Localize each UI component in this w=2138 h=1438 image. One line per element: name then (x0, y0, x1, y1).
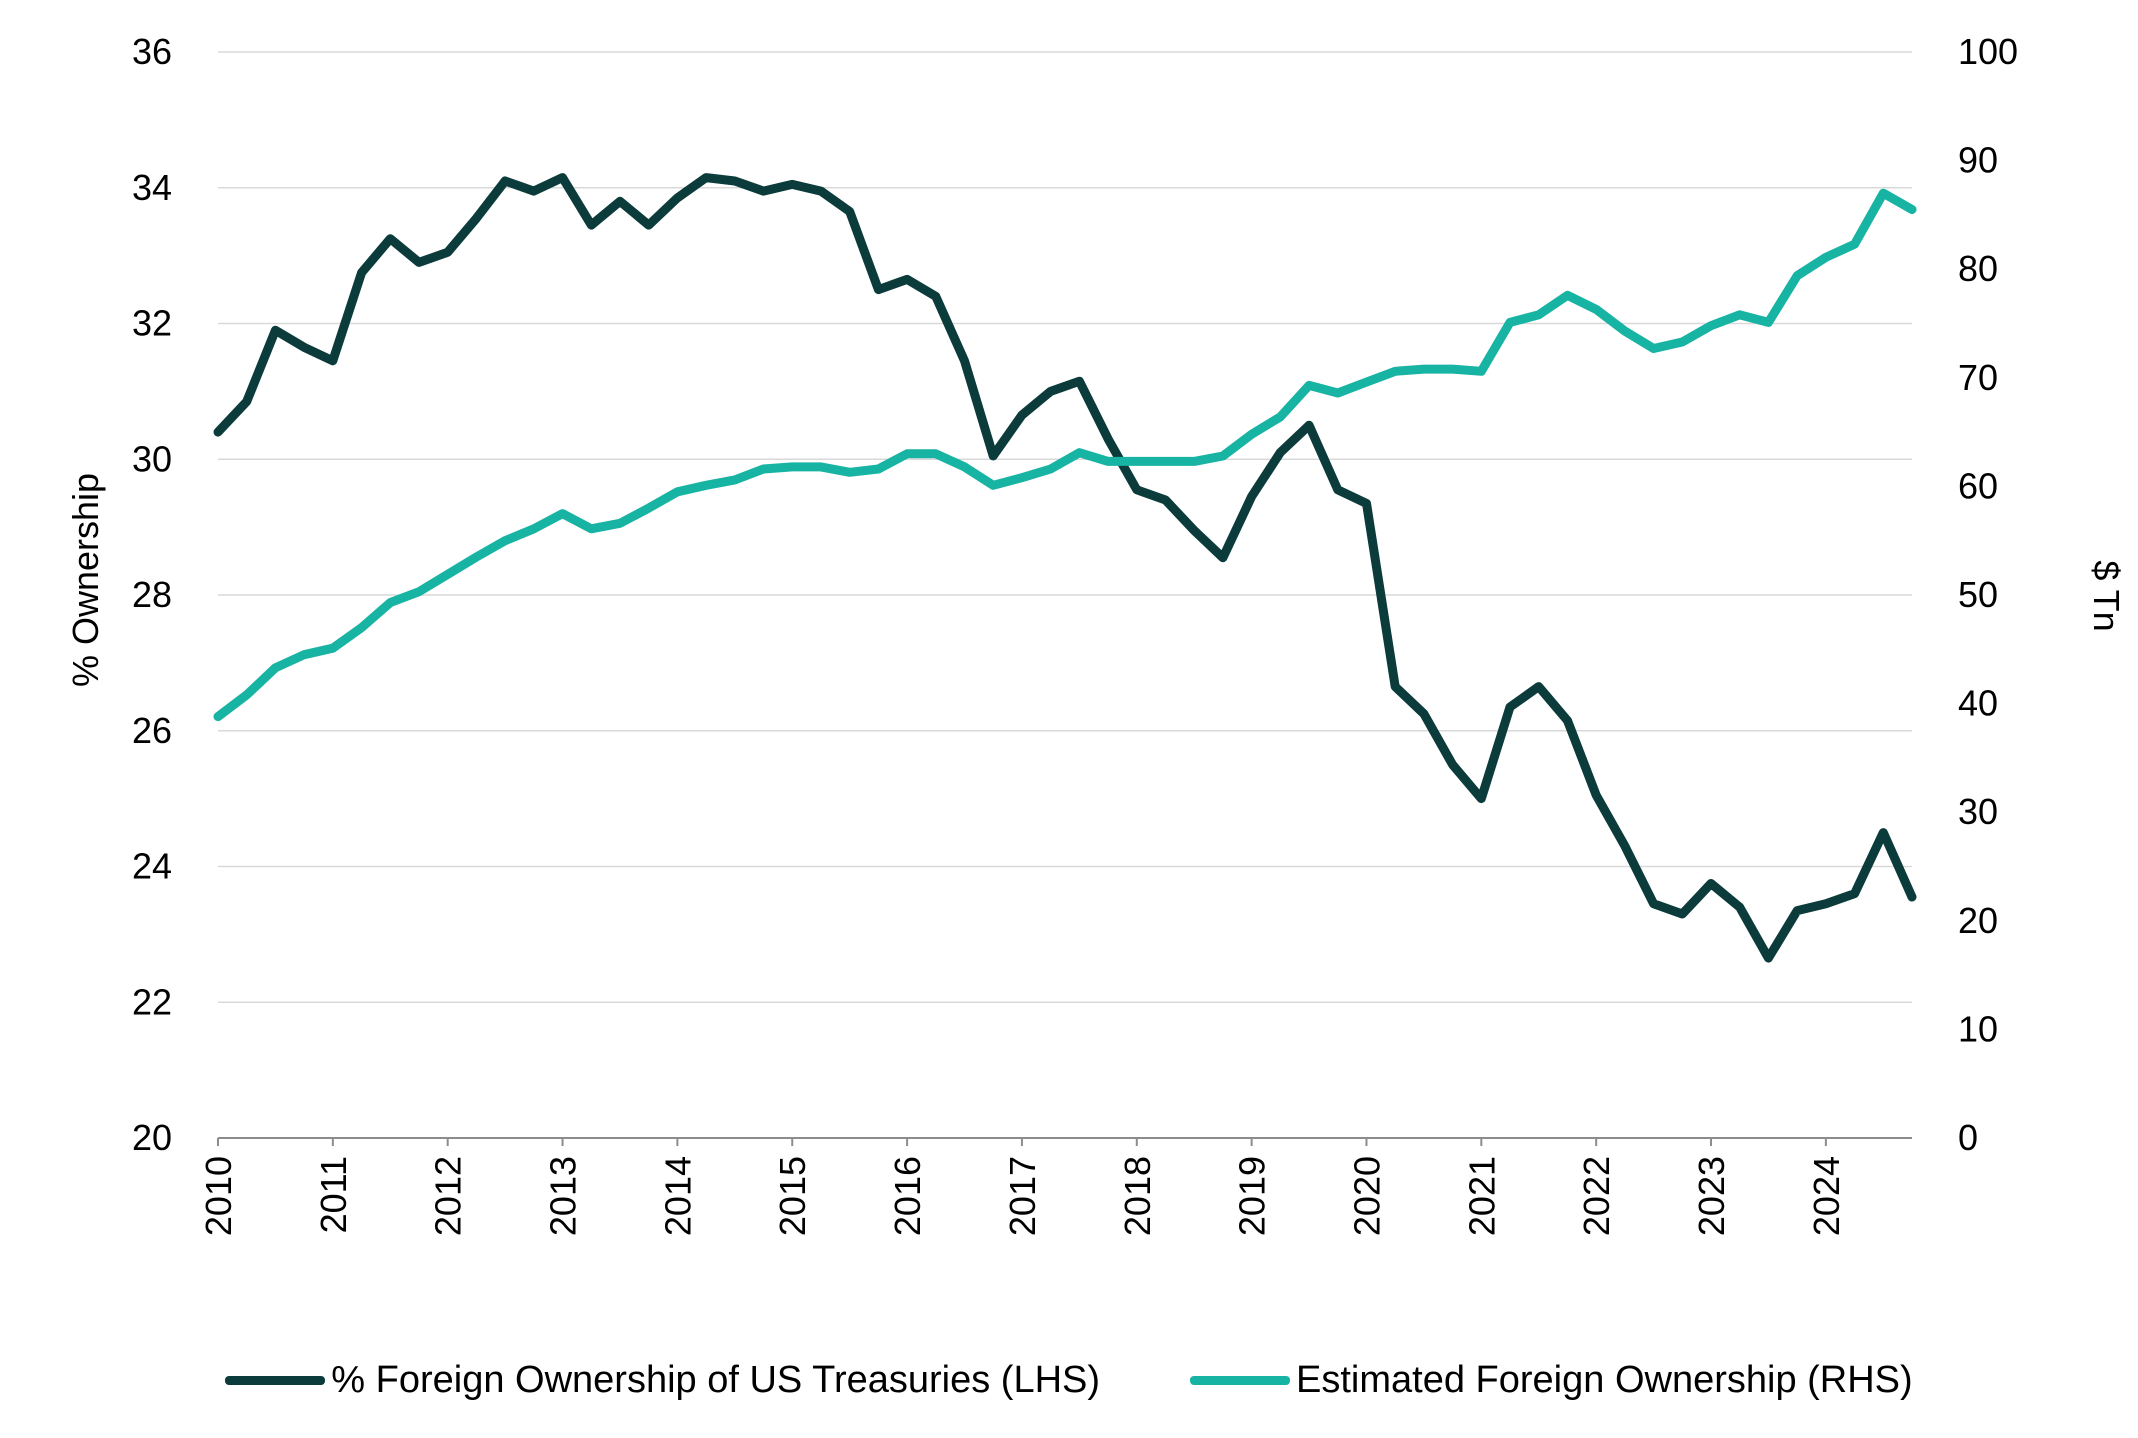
right-tick-label: 80 (1958, 248, 1998, 289)
x-tick-label: 2021 (1461, 1156, 1502, 1236)
left-tick-label: 32 (132, 303, 172, 344)
x-axis-ticks: 2010 2011 2012 2013 2014 2015 2016 2017 2018 2019… (198, 1138, 1847, 1236)
left-tick-label: 28 (132, 574, 172, 615)
right-axis-ticks: 0 10 20 30 40 50 60 70 80 90 100 (1958, 31, 2018, 1158)
right-tick-label: 40 (1958, 683, 1998, 724)
x-tick-label: 2010 (198, 1156, 239, 1236)
right-tick-label: 70 (1958, 357, 1998, 398)
x-tick-label: 2019 (1232, 1156, 1273, 1236)
left-tick-label: 30 (132, 438, 172, 479)
x-tick-label: 2017 (1002, 1156, 1043, 1236)
x-tick-label: 2014 (657, 1156, 698, 1236)
legend-label: % Foreign Ownership of US Treasuries (LH… (331, 1358, 1101, 1401)
series-line-estimated-foreign-ownership (213, 188, 1917, 722)
right-tick-label: 0 (1958, 1117, 1978, 1158)
right-tick-label: 50 (1958, 574, 1998, 615)
series-line-foreign-ownership-pct (213, 173, 1917, 963)
x-tick-label: 2013 (543, 1156, 584, 1236)
x-tick-label: 2020 (1346, 1156, 1387, 1236)
left-tick-label: 34 (132, 167, 172, 208)
left-tick-label: 22 (132, 981, 172, 1022)
chart-legend: % Foreign Ownership of US Treasuries (LH… (0, 1350, 2138, 1410)
legend-item-estimated-foreign-ownership: Estimated Foreign Ownership (RHS) (1190, 1359, 1913, 1402)
right-tick-label: 30 (1958, 791, 1998, 832)
right-tick-label: 100 (1958, 31, 2018, 72)
x-tick-label: 2015 (772, 1156, 813, 1236)
gridlines (218, 51, 1912, 1139)
legend-swatch (1190, 1375, 1291, 1385)
x-tick-label: 2016 (887, 1156, 928, 1236)
right-tick-label: 90 (1958, 140, 1998, 181)
right-tick-label: 10 (1958, 1008, 1998, 1049)
legend-item-foreign-ownership-pct: % Foreign Ownership of US Treasuries (LH… (225, 1359, 1100, 1402)
x-tick-label: 2024 (1806, 1156, 1847, 1236)
right-tick-label: 20 (1958, 900, 1998, 941)
left-tick-label: 20 (132, 1117, 172, 1158)
x-tick-label: 2018 (1117, 1156, 1158, 1236)
left-tick-label: 24 (132, 846, 172, 887)
legend-swatch (225, 1375, 326, 1385)
left-tick-label: 26 (132, 710, 172, 751)
left-tick-label: 36 (132, 31, 172, 72)
x-tick-label: 2022 (1576, 1156, 1617, 1236)
series-layer (213, 173, 1917, 963)
legend-label: Estimated Foreign Ownership (RHS) (1296, 1358, 1913, 1401)
x-tick-label: 2011 (313, 1156, 354, 1233)
x-tick-label: 2012 (428, 1156, 469, 1236)
left-axis-ticks: 20 22 24 26 28 30 32 34 36 (132, 31, 172, 1158)
left-axis-title: % Ownership (65, 473, 106, 687)
x-tick-label: 2023 (1691, 1156, 1732, 1236)
right-tick-label: 60 (1958, 465, 1998, 506)
right-axis-title: $ Tn (2086, 560, 2127, 631)
